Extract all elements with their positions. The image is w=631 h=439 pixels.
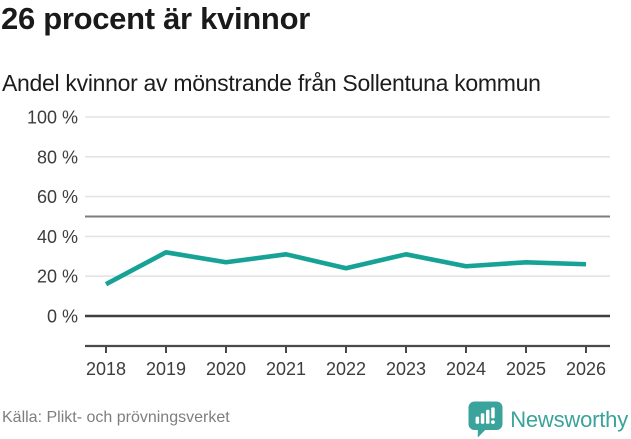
- source-caption: Källa: Plikt- och prövningsverket: [2, 409, 230, 426]
- svg-text:2025: 2025: [506, 359, 546, 379]
- svg-text:2019: 2019: [146, 359, 186, 379]
- newsworthy-wordmark: Newsworthy: [510, 406, 628, 432]
- svg-text:2018: 2018: [86, 359, 126, 379]
- svg-text:20 %: 20 %: [37, 267, 78, 287]
- svg-text:80 %: 80 %: [37, 147, 78, 167]
- svg-text:2024: 2024: [446, 359, 486, 379]
- svg-text:2026: 2026: [566, 359, 606, 379]
- svg-text:2023: 2023: [386, 359, 426, 379]
- newsworthy-logo-icon: [468, 401, 503, 438]
- svg-text:100 %: 100 %: [27, 108, 78, 128]
- speech-bubble-shape: [468, 401, 503, 438]
- svg-text:2021: 2021: [266, 359, 306, 379]
- svg-text:2022: 2022: [326, 359, 366, 379]
- chart-title: 26 procent är kvinnor: [1, 1, 310, 36]
- svg-text:2020: 2020: [206, 359, 246, 379]
- svg-text:40 %: 40 %: [37, 227, 78, 247]
- chart-subtitle: Andel kvinnor av mönstrande från Sollent…: [2, 70, 541, 96]
- svg-text:0 %: 0 %: [47, 307, 78, 327]
- newsworthy-logo: Newsworthy: [468, 401, 628, 438]
- svg-text:60 %: 60 %: [37, 187, 78, 207]
